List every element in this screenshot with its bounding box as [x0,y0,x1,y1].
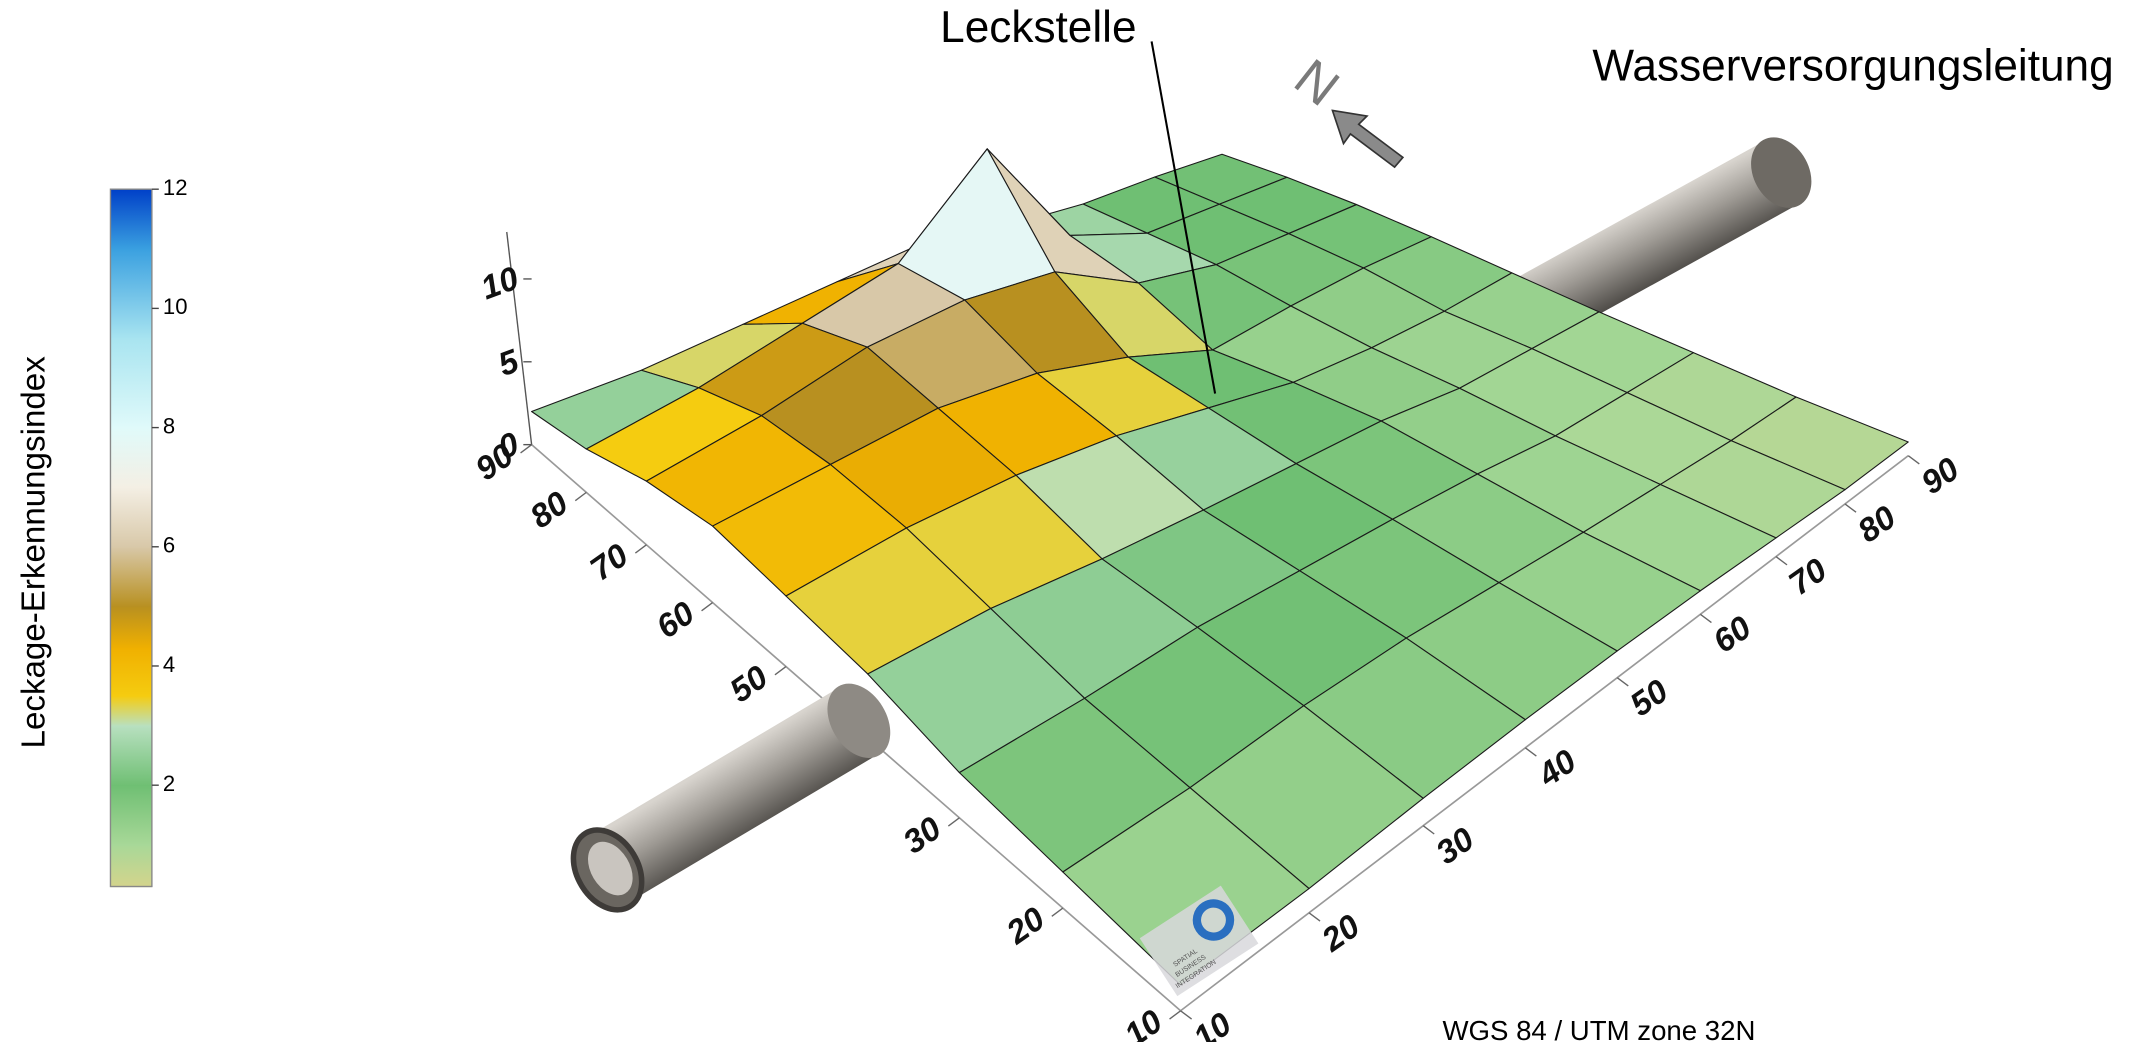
x-axis-line [1180,455,1909,1012]
colorbar-segment [110,648,152,697]
colorbar-segment [110,785,152,846]
colorbar-tick-label: 8 [163,413,175,438]
x-tick [1616,677,1629,687]
pipe-front-inner [588,841,633,896]
x-tick [1844,503,1857,513]
y-tick [574,491,587,502]
y-tick-label: 70 [584,537,636,589]
colorbar-frame [109,188,153,888]
front-layer [570,683,891,913]
surface-cell [1062,787,1310,986]
x-tick [1180,1010,1193,1020]
y-tick [1051,907,1064,917]
x-tick-label: 60 [1707,609,1759,661]
z-tick-label: 10 [476,260,524,308]
leak-label: Leckstelle [940,3,1136,52]
colorbar-segment [110,695,152,727]
pipe-back [1501,141,1799,350]
z-tick-label: 5 [494,343,525,384]
x-tick-label: 10 [1187,1005,1239,1042]
pipe-front-far-end [827,683,891,758]
y-tick [634,544,647,554]
y-tick-label: 50 [723,658,775,710]
pipe-front [587,687,879,904]
y-tick [947,817,960,827]
colorbar-tick-label: 10 [163,294,188,319]
y-tick [1169,1010,1181,1020]
back-layer [1501,137,1812,350]
colorbar-tick-label: 2 [163,771,175,796]
y-tick [774,665,787,676]
colorbar-segment [110,427,152,488]
north-label: N [1284,49,1350,118]
north-arrow [1331,109,1405,169]
x-tick [1699,613,1712,624]
x-tick-label: 20 [1315,907,1368,959]
y-tick [520,444,533,454]
y-tick-label: 10 [1118,1003,1170,1042]
x-tick-label: 30 [1430,820,1482,872]
y-tick-label: 20 [999,900,1052,952]
x-tick-label: 50 [1624,672,1676,724]
x-tick [1775,556,1788,566]
crs-label: WGS 84 / UTM zone 32N [1442,1015,1755,1042]
surface [520,148,1920,1020]
colorbar-tick-label: 6 [163,533,175,558]
logo-ring [1192,899,1235,941]
colorbar-segment [110,606,152,649]
colorbar-segment [110,487,152,548]
y-tick-label: 80 [524,484,576,536]
colorbar-segment [110,844,152,888]
colorbar-segment [110,725,152,786]
colorbar-tick-label: 12 [163,175,188,200]
pipe-back-end [1751,137,1812,208]
x-tick [1308,912,1321,922]
colorbar-label: Leckage-Erkennungsindex [16,356,53,749]
pipe-label: Wasserversorgungsleitung [1592,42,2113,91]
x-tick [1907,455,1920,465]
y-tick [701,601,714,612]
colorbar-segment [110,248,152,339]
leader-line [1150,41,1217,394]
colorbar-segment [110,338,152,429]
x-tick-label: 40 [1531,742,1584,794]
logo: SPATIAL BUSINESS INTEGRATION [1139,885,1259,997]
x-tick [1422,825,1435,835]
y-tick-label: 30 [897,810,949,862]
x-tick [1524,747,1537,757]
colorbar-segment [110,189,152,250]
colorbar-segment [110,546,152,608]
x-tick-label: 80 [1851,499,1903,551]
x-tick-label: 70 [1782,551,1834,603]
y-tick-label: 60 [650,594,702,646]
z-axis-line [506,231,533,445]
colorbar-tick-label: 4 [163,652,175,677]
x-tick-label: 90 [1915,450,1967,502]
